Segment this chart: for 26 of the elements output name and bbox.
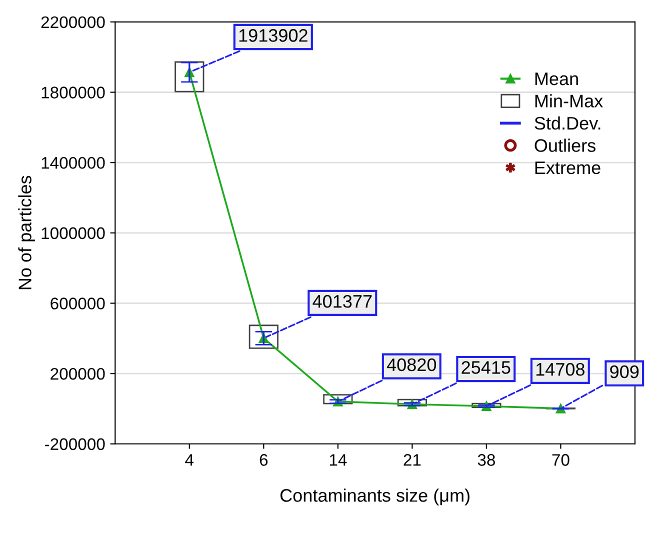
y-tick-label: 200000 xyxy=(50,368,105,380)
x-tick-label: 21 xyxy=(404,454,421,466)
y-tick-label: 1400000 xyxy=(42,156,105,169)
data-label: 25415 xyxy=(462,361,510,374)
y-tick-label: -200000 xyxy=(45,438,105,450)
y-tick-label: 600000 xyxy=(50,298,105,310)
data-label: 40820 xyxy=(386,358,436,372)
x-tick-label: 70 xyxy=(552,454,570,466)
data-label: 909 xyxy=(610,365,639,378)
data-label: 401377 xyxy=(312,294,372,308)
legend-label: Outliers xyxy=(534,138,596,152)
data-label: 1913902 xyxy=(239,29,308,42)
x-tick-label: 4 xyxy=(185,454,194,466)
y-axis-title: No of particles xyxy=(18,176,35,290)
legend-label: Extreme xyxy=(535,162,600,174)
x-axis-title: Contaminants size (μm) xyxy=(280,488,470,506)
data-label: 14708 xyxy=(536,362,584,376)
legend-label: Min-Max xyxy=(535,94,603,108)
y-tick-label: 2200000 xyxy=(41,16,105,28)
legend-label: Std.Dev. xyxy=(534,116,600,130)
legend-label: Mean xyxy=(535,72,578,86)
x-tick-label: 6 xyxy=(260,454,268,466)
x-tick-label: 14 xyxy=(330,454,347,466)
x-tick-label: 38 xyxy=(478,454,495,466)
y-tick-label: 1000000 xyxy=(42,227,105,240)
y-tick-label: 1800000 xyxy=(42,86,105,98)
